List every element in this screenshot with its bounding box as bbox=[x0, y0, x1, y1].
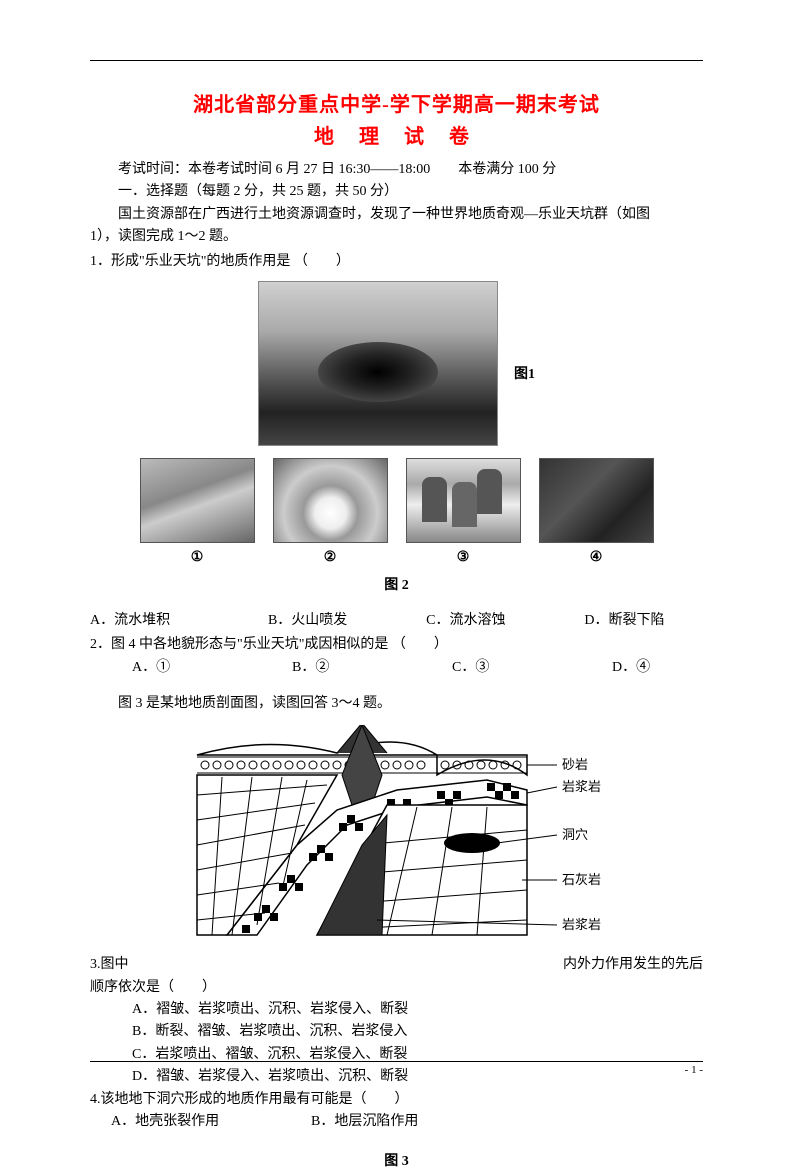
fig2-num-4: ④ bbox=[539, 547, 654, 569]
figure-3-svg: 砂岩 岩浆岩 洞穴 石灰岩 岩浆岩 bbox=[187, 725, 607, 950]
q4-opt-a: A．地壳张裂作用 bbox=[111, 1111, 311, 1133]
question-3b: 内外力作用发生的先后 bbox=[563, 954, 703, 976]
top-rule bbox=[90, 60, 703, 61]
figure-2-thumb-2 bbox=[273, 458, 388, 543]
figure-2-thumb-4 bbox=[539, 458, 654, 543]
q1-opt-d: D．断裂下陷 bbox=[584, 610, 703, 632]
q3-opt-a: A．褶皱、岩浆喷出、沉积、岩浆侵入、断裂 bbox=[90, 999, 703, 1021]
exam-info: 考试时间：本卷考试时间 6 月 27 日 16:30——18:00 本卷满分 1… bbox=[90, 159, 703, 181]
fig3-label-sand: 砂岩 bbox=[562, 757, 588, 772]
exam-title-main: 湖北省部分重点中学-学下学期高一期末考试 bbox=[90, 89, 703, 121]
q3-opt-c: C．岩浆喷出、褶皱、沉积、岩浆侵入、断裂 bbox=[90, 1044, 703, 1066]
figure-1-label: 图1 bbox=[514, 364, 535, 386]
fig2-num-2: ② bbox=[273, 547, 388, 569]
fig3-label-igneous1: 岩浆岩 bbox=[562, 779, 601, 794]
question-4: 4.该地地下洞穴形成的地质作用最有可能是（ ） bbox=[90, 1089, 703, 1111]
fig3-label-igneous2: 岩浆岩 bbox=[562, 917, 601, 932]
figure-1-wrap: 图1 bbox=[90, 281, 703, 446]
question-3-row: 3.图中 内外力作用发生的先后 bbox=[90, 954, 703, 976]
figure-2-row bbox=[90, 458, 703, 543]
q2-options: A．① B．② C．③ D．④ bbox=[90, 657, 703, 679]
fig2-num-3: ③ bbox=[406, 547, 521, 569]
figure-1-image bbox=[258, 281, 498, 446]
figure-2-thumb-1 bbox=[140, 458, 255, 543]
question-2: 2．图 4 中各地貌形态与"乐业天坑"成因相似的是 （ ） bbox=[90, 634, 703, 656]
page-number: - 1 - bbox=[685, 1062, 703, 1080]
q3-opt-b: B．断裂、褶皱、岩浆喷出、沉积、岩浆侵入 bbox=[90, 1021, 703, 1043]
figure-2-numbers: ① ② ③ ④ bbox=[90, 547, 703, 569]
q2-opt-d: D．④ bbox=[612, 657, 692, 679]
fig3-label-lime: 石灰岩 bbox=[562, 872, 601, 887]
section-one-heading: 一．选择题（每题 2 分，共 25 题，共 50 分） bbox=[90, 181, 703, 203]
question-3c: 顺序依次是（ ） bbox=[90, 977, 703, 999]
q2-opt-b: B．② bbox=[292, 657, 452, 679]
q4-opt-b: B．地层沉陷作用 bbox=[311, 1111, 511, 1133]
question-1: 1．形成"乐业天坑"的地质作用是 （ ） bbox=[90, 251, 703, 273]
intro-text-3: 图 3 是某地地质剖面图，读图回答 3～4 题。 bbox=[90, 693, 703, 715]
q4-options: A．地壳张裂作用 B．地层沉陷作用 bbox=[90, 1111, 703, 1133]
q1-opt-c: C．流水溶蚀 bbox=[426, 610, 584, 632]
q1-options: A．流水堆积 B．火山喷发 C．流水溶蚀 D．断裂下陷 bbox=[90, 610, 703, 632]
fig2-num-1: ① bbox=[140, 547, 255, 569]
q1-opt-b: B．火山喷发 bbox=[268, 610, 426, 632]
intro-text-1: 国土资源部在广西进行土地资源调查时，发现了一种世界地质奇观—乐业天坑群（如图 bbox=[90, 204, 703, 226]
q3-opt-d: D．褶皱、岩浆侵入、岩浆喷出、沉积、断裂 bbox=[90, 1066, 703, 1088]
fig3-label-cave: 洞穴 bbox=[562, 827, 588, 842]
bottom-rule bbox=[90, 1061, 703, 1062]
figure-3-label: 图 3 bbox=[90, 1151, 703, 1173]
figure-2-label: 图 2 bbox=[90, 575, 703, 597]
figure-3-wrap: 砂岩 岩浆岩 洞穴 石灰岩 岩浆岩 bbox=[90, 725, 703, 950]
figure-2-thumb-3 bbox=[406, 458, 521, 543]
q2-opt-a: A．① bbox=[132, 657, 292, 679]
question-3a: 3.图中 bbox=[90, 954, 129, 976]
exam-title-sub: 地 理 试 卷 bbox=[90, 121, 703, 153]
q2-opt-c: C．③ bbox=[452, 657, 612, 679]
q1-opt-a: A．流水堆积 bbox=[90, 610, 268, 632]
intro-text-1b: 1），读图完成 1～2 题。 bbox=[90, 226, 703, 248]
